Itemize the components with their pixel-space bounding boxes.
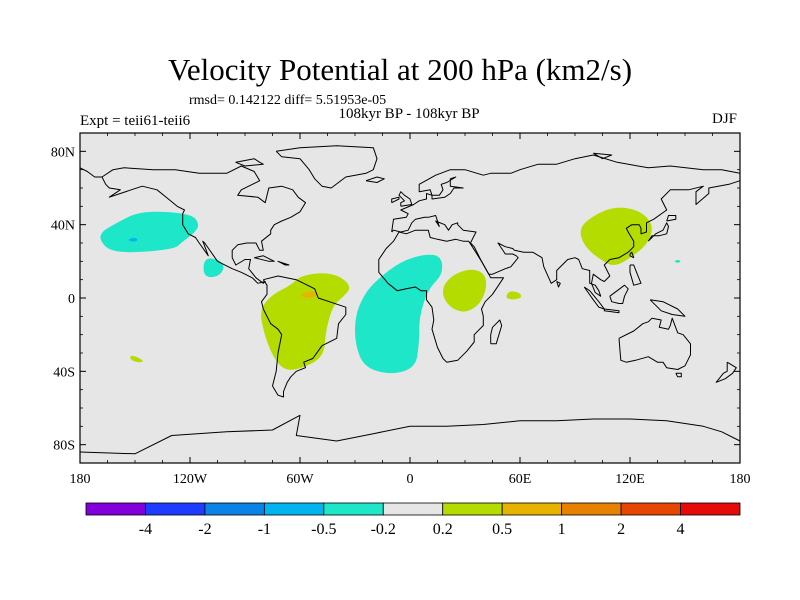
south-pacific-positive-shading bbox=[130, 355, 143, 363]
coastline-3 bbox=[391, 154, 741, 233]
coastline-20 bbox=[79, 414, 741, 455]
x-tick-label: 120E bbox=[615, 472, 645, 487]
y-tick-label: 40N bbox=[51, 219, 75, 234]
colorbar: -4 -2 -1 -0.5 -0.2 0.2 0.5 1 2 4 bbox=[85, 502, 741, 538]
experiment-label: Expt = teii61-teii6 bbox=[80, 113, 191, 129]
coastline-4 bbox=[391, 180, 741, 297]
y-tick-label: 80S bbox=[53, 439, 75, 454]
coastline-14 bbox=[647, 222, 669, 242]
colorbar-swatch bbox=[382, 502, 444, 516]
page-title: Velocity Potential at 200 hPa (km2/s) bbox=[167, 52, 633, 87]
colorbar-swatch bbox=[263, 502, 325, 516]
coastline-27 bbox=[277, 260, 290, 266]
south-america-core-shading bbox=[301, 291, 317, 298]
colorbar-label: -1 bbox=[258, 521, 271, 538]
map-plot-area bbox=[79, 133, 741, 463]
coastline-2 bbox=[261, 275, 347, 398]
colorbar-label: 0.2 bbox=[433, 521, 453, 538]
subtitle: 108kyr BP - 108kyr BP bbox=[338, 106, 480, 122]
coastline-7 bbox=[618, 317, 691, 370]
colorbar-label: -0.5 bbox=[311, 521, 336, 538]
colorbar-label: -4 bbox=[139, 521, 152, 538]
x-tick-label: 60E bbox=[509, 472, 532, 487]
colorbar-label: -0.2 bbox=[371, 521, 396, 538]
x-tick-label: 180 bbox=[730, 472, 751, 487]
coastline-16 bbox=[398, 191, 413, 207]
colorbar-label: -2 bbox=[198, 521, 211, 538]
colorbar-label: 1 bbox=[558, 521, 566, 538]
coastline-6 bbox=[490, 319, 503, 345]
colorbar-swatch bbox=[204, 502, 265, 516]
coastline-23 bbox=[593, 152, 613, 160]
coastline-26 bbox=[556, 281, 561, 288]
x-tick-label: 120W bbox=[173, 472, 208, 487]
indian-ocean-positive-shading bbox=[506, 291, 522, 300]
stats-label: rmsd= 0.142122 diff= 5.51953e-05 bbox=[189, 93, 387, 108]
colorbar-label: 0.5 bbox=[492, 521, 512, 538]
colorbar-label: 2 bbox=[617, 521, 625, 538]
x-tick-label: 0 bbox=[407, 472, 414, 487]
coastline-9 bbox=[715, 361, 737, 383]
coastline-17 bbox=[391, 196, 400, 204]
asia-positive-shading bbox=[580, 207, 652, 265]
y-tick-label: 0 bbox=[68, 292, 75, 307]
north-pacific-negative-core-shading bbox=[128, 238, 138, 242]
coastline-22 bbox=[235, 158, 264, 167]
coastline-15 bbox=[666, 215, 677, 222]
coastline-24 bbox=[629, 251, 635, 259]
north-pacific-negative-shading bbox=[100, 211, 199, 253]
y-tick-label: 80N bbox=[51, 145, 75, 160]
colorbar-swatch bbox=[561, 502, 622, 516]
colorbar-swatch bbox=[680, 502, 741, 516]
coastline-19 bbox=[254, 255, 275, 262]
atlantic-negative-shading bbox=[355, 254, 443, 374]
x-tick-label: 60W bbox=[286, 472, 314, 487]
colorbar-swatch bbox=[85, 502, 146, 516]
coastline-11 bbox=[603, 308, 620, 314]
y-tick-label: 40S bbox=[53, 365, 75, 380]
coastline-12 bbox=[609, 284, 629, 304]
colorbar-swatch bbox=[501, 502, 563, 516]
coastline-1 bbox=[275, 145, 378, 189]
south-america-positive-shading bbox=[261, 273, 350, 370]
colorbar-label: 4 bbox=[677, 521, 685, 538]
colorbar-swatch bbox=[620, 502, 681, 516]
east-pacific-negative-shading bbox=[203, 258, 224, 278]
colorbar-swatch bbox=[442, 502, 503, 516]
coastline-18 bbox=[365, 176, 385, 183]
coastline-21 bbox=[79, 167, 102, 178]
colorbar-swatch bbox=[323, 502, 384, 516]
colorbar-swatch bbox=[145, 502, 206, 516]
coastline-5 bbox=[378, 229, 504, 363]
west-pacific-negative-shading bbox=[674, 259, 681, 263]
coastline-25 bbox=[629, 264, 642, 286]
coastline-13 bbox=[649, 299, 686, 317]
season-label: DJF bbox=[712, 111, 738, 127]
coastline-8 bbox=[675, 372, 682, 378]
africa-positive-shading bbox=[443, 269, 487, 312]
coastline-0 bbox=[101, 165, 306, 284]
map-axes: 180 120W 60W 0 60E 120E 180 80N 40N 0 40S 80S bbox=[51, 132, 751, 487]
x-tick-label: 180 bbox=[70, 472, 91, 487]
